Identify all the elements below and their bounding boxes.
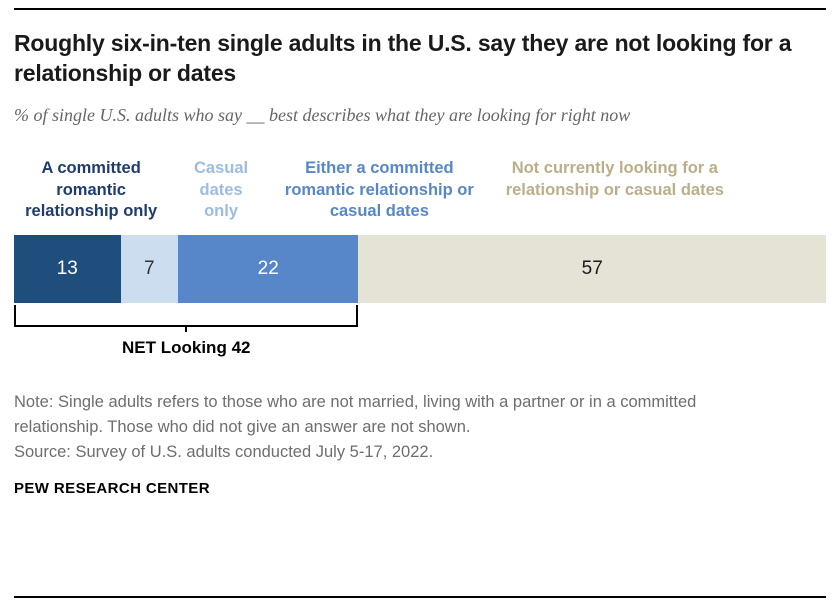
net-label-text: NET Looking <box>122 338 227 358</box>
bar-segment: 7 <box>120 235 179 304</box>
net-bracket-tick <box>185 325 188 333</box>
chart-title: Roughly six-in-ten single adults in the … <box>14 30 792 87</box>
bar-value-label: 7 <box>144 258 155 280</box>
category-label: Not currently looking for a relationship… <box>505 158 724 199</box>
bar-segment: 57 <box>358 235 826 304</box>
net-label-value: 42 <box>231 338 251 358</box>
net-bracket-wrap: NET Looking 42 <box>14 305 359 358</box>
category-label: A committed romantic relationship only <box>25 158 158 221</box>
net-label: NET Looking 42 <box>14 338 358 358</box>
category-label: Either a committed romantic relationship… <box>284 158 474 221</box>
stacked-bar: 13 7 22 57 <box>14 235 826 304</box>
bottom-rule <box>14 596 826 598</box>
chart-subtitle: % of single U.S. adults who say __ best … <box>14 104 631 125</box>
source-text: Source: Survey of U.S. adults conducted … <box>14 442 434 461</box>
bar-segment: 13 <box>14 235 121 304</box>
brand-label: PEW RESEARCH CENTER <box>14 480 210 498</box>
top-rule <box>14 8 826 10</box>
bar-value-label: 57 <box>581 258 603 280</box>
category-label: Casual dates only <box>193 158 249 221</box>
category-labels: A committed romantic relationship only Ca… <box>14 158 826 223</box>
bar-segment: 22 <box>178 235 359 304</box>
bar-value-label: 22 <box>257 258 279 280</box>
note-text: Note: Single adults refers to those who … <box>14 393 697 436</box>
net-bracket <box>14 305 359 333</box>
bar-value-label: 13 <box>56 258 78 280</box>
